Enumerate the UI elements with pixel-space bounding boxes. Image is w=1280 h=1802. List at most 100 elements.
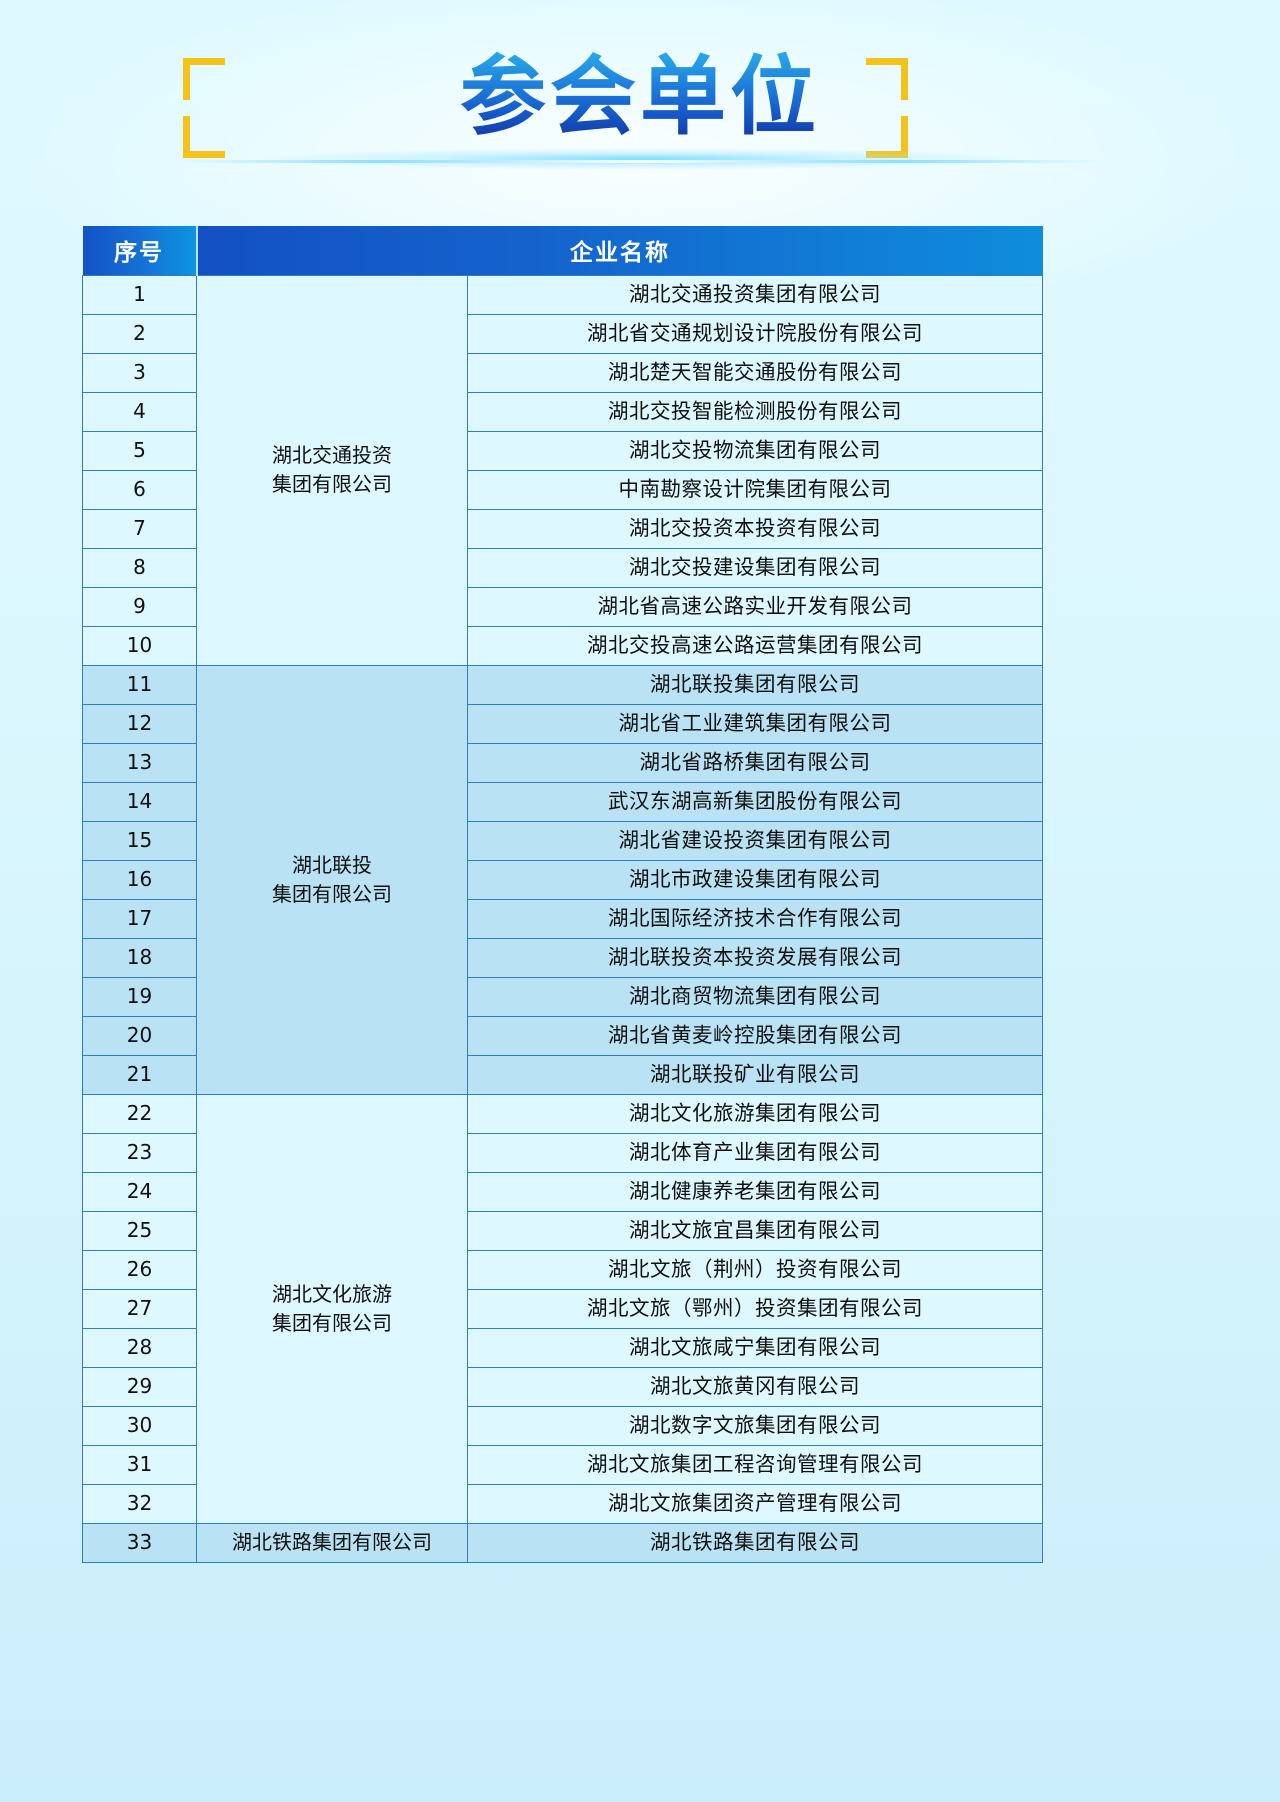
participants-table-container: 序号 企业名称 1 湖北交通投资 集团有限公司 湖北交通投资集团有限公司 2 湖北省交通… — [82, 226, 1043, 1563]
cell-seq: 20 — [82, 1016, 197, 1056]
participants-table: 序号 企业名称 1 湖北交通投资 集团有限公司 湖北交通投资集团有限公司 2 湖北省交通… — [82, 226, 1043, 1563]
column-header-name: 企业名称 — [195, 226, 1043, 275]
cell-seq: 17 — [82, 899, 197, 939]
table-row: 15 湖北省建设投资集团有限公司 — [82, 821, 1043, 861]
cell-company-name: 湖北国际经济技术合作有限公司 — [467, 899, 1043, 939]
cell-company-name: 湖北联投矿业有限公司 — [467, 1055, 1043, 1095]
cell-seq: 12 — [82, 704, 197, 744]
table-row: 7 湖北交投资本投资有限公司 — [82, 509, 1043, 549]
table-row: 8 湖北交投建设集团有限公司 — [82, 548, 1043, 588]
cell-seq: 19 — [82, 977, 197, 1017]
cell-seq: 26 — [82, 1250, 197, 1290]
cell-seq: 8 — [82, 548, 197, 588]
column-header-seq: 序号 — [82, 226, 197, 275]
cell-seq: 13 — [82, 743, 197, 783]
cell-seq: 14 — [82, 782, 197, 822]
cell-company-name: 湖北文旅黄冈有限公司 — [467, 1367, 1043, 1407]
cell-company-name: 湖北市政建设集团有限公司 — [467, 860, 1043, 900]
cell-company-name: 湖北文旅集团工程咨询管理有限公司 — [467, 1445, 1043, 1485]
cell-company-name: 湖北楚天智能交通股份有限公司 — [467, 353, 1043, 393]
cell-seq: 3 — [82, 353, 197, 393]
table-header-row: 序号 企业名称 — [82, 226, 1043, 275]
table-row: 16 湖北市政建设集团有限公司 — [82, 860, 1043, 900]
table-row: 13 湖北省路桥集团有限公司 — [82, 743, 1043, 783]
cell-company-name: 湖北省建设投资集团有限公司 — [467, 821, 1043, 861]
table-row: 30 湖北数字文旅集团有限公司 — [82, 1406, 1043, 1446]
table-row: 33 湖北铁路集团有限公司 湖北铁路集团有限公司 — [82, 1522, 1043, 1563]
table-row: 14 武汉东湖高新集团股份有限公司 — [82, 782, 1043, 822]
cell-seq: 9 — [82, 587, 197, 627]
table-row: 19 湖北商贸物流集团有限公司 — [82, 977, 1043, 1017]
cell-company-name: 湖北铁路集团有限公司 — [467, 1522, 1043, 1563]
cell-company-name: 湖北数字文旅集团有限公司 — [467, 1406, 1043, 1446]
cell-seq: 28 — [82, 1328, 197, 1368]
table-row: 9 湖北省高速公路实业开发有限公司 — [82, 587, 1043, 627]
cell-seq: 24 — [82, 1172, 197, 1212]
table-header: 序号 企业名称 — [82, 226, 1043, 275]
table-row: 6 中南勘察设计院集团有限公司 — [82, 470, 1043, 510]
cell-group-label: 湖北联投 集团有限公司 — [196, 664, 468, 1095]
cell-seq: 4 — [82, 392, 197, 432]
table-row: 24 湖北健康养老集团有限公司 — [82, 1172, 1043, 1212]
cell-company-name: 武汉东湖高新集团股份有限公司 — [467, 782, 1043, 822]
table-row: 20 湖北省黄麦岭控股集团有限公司 — [82, 1016, 1043, 1056]
cell-company-name: 湖北省路桥集团有限公司 — [467, 743, 1043, 783]
table-row: 10 湖北交投高速公路运营集团有限公司 — [82, 626, 1043, 666]
cell-company-name: 湖北交投资本投资有限公司 — [467, 509, 1043, 549]
table-row: 1 湖北交通投资 集团有限公司 湖北交通投资集团有限公司 — [82, 274, 1043, 666]
table-row: 3 湖北楚天智能交通股份有限公司 — [82, 353, 1043, 393]
table-row: 22 湖北文化旅游 集团有限公司 湖北文化旅游集团有限公司 — [82, 1093, 1043, 1524]
table-row: 11 湖北联投 集团有限公司 湖北联投集团有限公司 — [82, 664, 1043, 1095]
cell-seq: 32 — [82, 1484, 197, 1524]
cell-group-label: 湖北铁路集团有限公司 — [196, 1522, 468, 1563]
cell-seq: 18 — [82, 938, 197, 978]
table-row: 31 湖北文旅集团工程咨询管理有限公司 — [82, 1445, 1043, 1485]
cell-seq: 25 — [82, 1211, 197, 1251]
cell-seq: 27 — [82, 1289, 197, 1329]
cell-company-name: 湖北文旅宜昌集团有限公司 — [467, 1211, 1043, 1251]
table-row: 12 湖北省工业建筑集团有限公司 — [82, 704, 1043, 744]
cell-company-name: 湖北省黄麦岭控股集团有限公司 — [467, 1016, 1043, 1056]
cell-seq: 23 — [82, 1133, 197, 1173]
cell-company-name: 湖北交通投资集团有限公司 — [467, 274, 1043, 315]
page-title: 参会单位 — [0, 52, 1280, 143]
cell-company-name: 湖北文旅咸宁集团有限公司 — [467, 1328, 1043, 1368]
cell-company-name: 湖北交投智能检测股份有限公司 — [467, 392, 1043, 432]
cell-seq: 21 — [82, 1055, 197, 1095]
table-row: 4 湖北交投智能检测股份有限公司 — [82, 392, 1043, 432]
cell-company-name: 湖北文化旅游集团有限公司 — [467, 1093, 1043, 1134]
cell-seq: 22 — [82, 1093, 197, 1134]
cell-company-name: 湖北联投资本投资发展有限公司 — [467, 938, 1043, 978]
title-band: 参会单位 — [0, 0, 1280, 200]
cell-seq: 29 — [82, 1367, 197, 1407]
table-row: 29 湖北文旅黄冈有限公司 — [82, 1367, 1043, 1407]
table-body: 1 湖北交通投资 集团有限公司 湖北交通投资集团有限公司 2 湖北省交通规划设计院股份有… — [82, 274, 1043, 1563]
title-underline-decoration — [175, 160, 1105, 163]
cell-seq: 2 — [82, 314, 197, 354]
cell-group-label: 湖北交通投资 集团有限公司 — [196, 274, 468, 666]
cell-company-name: 中南勘察设计院集团有限公司 — [467, 470, 1043, 510]
cell-seq: 7 — [82, 509, 197, 549]
table-row: 18 湖北联投资本投资发展有限公司 — [82, 938, 1043, 978]
cell-company-name: 湖北联投集团有限公司 — [467, 664, 1043, 705]
cell-seq: 6 — [82, 470, 197, 510]
cell-company-name: 湖北健康养老集团有限公司 — [467, 1172, 1043, 1212]
table-row: 5 湖北交投物流集团有限公司 — [82, 431, 1043, 471]
cell-company-name: 湖北交投建设集团有限公司 — [467, 548, 1043, 588]
cell-seq: 16 — [82, 860, 197, 900]
cell-company-name: 湖北省高速公路实业开发有限公司 — [467, 587, 1043, 627]
corner-bracket-left-icon — [183, 58, 229, 158]
cell-company-name: 湖北省交通规划设计院股份有限公司 — [467, 314, 1043, 354]
title-glow-decoration — [260, 148, 1020, 170]
cell-group-label: 湖北文化旅游 集团有限公司 — [196, 1093, 468, 1524]
cell-company-name: 湖北商贸物流集团有限公司 — [467, 977, 1043, 1017]
table-row: 2 湖北省交通规划设计院股份有限公司 — [82, 314, 1043, 354]
table-row: 17 湖北国际经济技术合作有限公司 — [82, 899, 1043, 939]
cell-seq: 10 — [82, 626, 197, 666]
cell-company-name: 湖北交投高速公路运营集团有限公司 — [467, 626, 1043, 666]
cell-company-name: 湖北体育产业集团有限公司 — [467, 1133, 1043, 1173]
table-row: 23 湖北体育产业集团有限公司 — [82, 1133, 1043, 1173]
cell-company-name: 湖北交投物流集团有限公司 — [467, 431, 1043, 471]
cell-seq: 1 — [82, 274, 197, 315]
table-row: 27 湖北文旅（鄂州）投资集团有限公司 — [82, 1289, 1043, 1329]
